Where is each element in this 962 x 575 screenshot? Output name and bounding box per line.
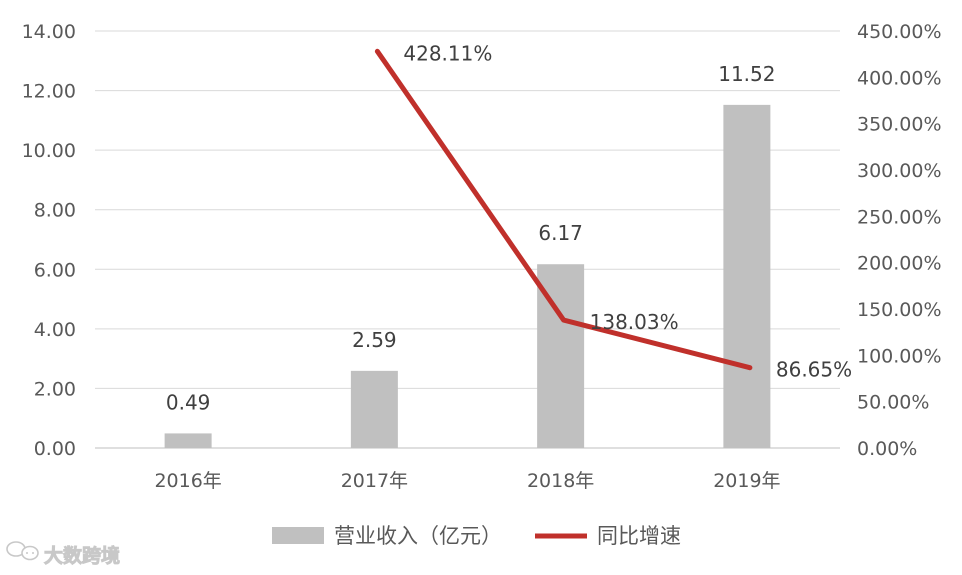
x-tick-label: 2016年 [154, 470, 221, 492]
y-left-tick-label: 2.00 [34, 378, 76, 400]
y-right-tick-label: 150.00% [857, 299, 942, 321]
legend-label-line: 同比增速 [597, 524, 681, 548]
watermark: 大数跨境 [6, 541, 120, 567]
bar-data-label: 6.17 [538, 221, 583, 245]
line-data-label: 428.11% [403, 41, 492, 65]
y-left-tick-label: 12.00 [22, 81, 76, 103]
y-left-tick-label: 6.00 [34, 259, 76, 281]
data-labels: 0.49 2.59 6.17 11.52 428.11% 138.03% 86.65% [166, 41, 852, 414]
left-axis: 0.00 2.00 4.00 6.00 8.00 10.00 12.00 14.00 [22, 21, 76, 460]
bar-data-label: 0.49 [166, 390, 211, 414]
line-data-label: 138.03% [590, 310, 679, 334]
x-tick-label: 2017年 [341, 470, 408, 492]
legend: 营业收入（亿元） 同比增速 [272, 524, 681, 548]
gridlines [95, 30, 840, 449]
bar-data-label: 11.52 [718, 62, 775, 86]
x-tick-label: 2019年 [713, 470, 780, 492]
y-left-tick-label: 8.00 [34, 200, 76, 222]
y-right-tick-label: 0.00% [857, 438, 917, 460]
x-tick-label: 2018年 [527, 470, 594, 492]
bar [723, 104, 771, 449]
y-right-tick-label: 200.00% [857, 253, 942, 275]
line-series [374, 48, 753, 371]
bar [164, 433, 212, 448]
y-left-tick-label: 14.00 [22, 21, 76, 43]
y-right-tick-label: 100.00% [857, 345, 942, 367]
right-axis: 0.00% 50.00% 100.00% 150.00% 200.00% 250.00% 3… [857, 21, 942, 460]
y-left-tick-label: 0.00 [34, 438, 76, 460]
bar [350, 370, 398, 448]
y-right-tick-label: 50.00% [857, 392, 929, 414]
y-right-tick-label: 250.00% [857, 206, 942, 228]
y-left-tick-label: 10.00 [22, 140, 76, 162]
y-right-tick-label: 300.00% [857, 160, 942, 182]
bar-series [164, 104, 771, 449]
bar-data-label: 2.59 [352, 328, 397, 352]
legend-swatch-bar [272, 527, 324, 544]
y-right-tick-label: 350.00% [857, 114, 942, 136]
x-axis: 2016年 2017年 2018年 2019年 [154, 470, 780, 492]
y-right-tick-label: 400.00% [857, 67, 942, 89]
watermark-text: 大数跨境 [44, 544, 120, 567]
chat-bubble-icon [6, 541, 39, 561]
legend-label-bar: 营业收入（亿元） [334, 524, 502, 548]
line-data-label: 86.65% [776, 358, 852, 382]
y-left-tick-label: 4.00 [34, 319, 76, 341]
y-right-tick-label: 450.00% [857, 21, 942, 43]
